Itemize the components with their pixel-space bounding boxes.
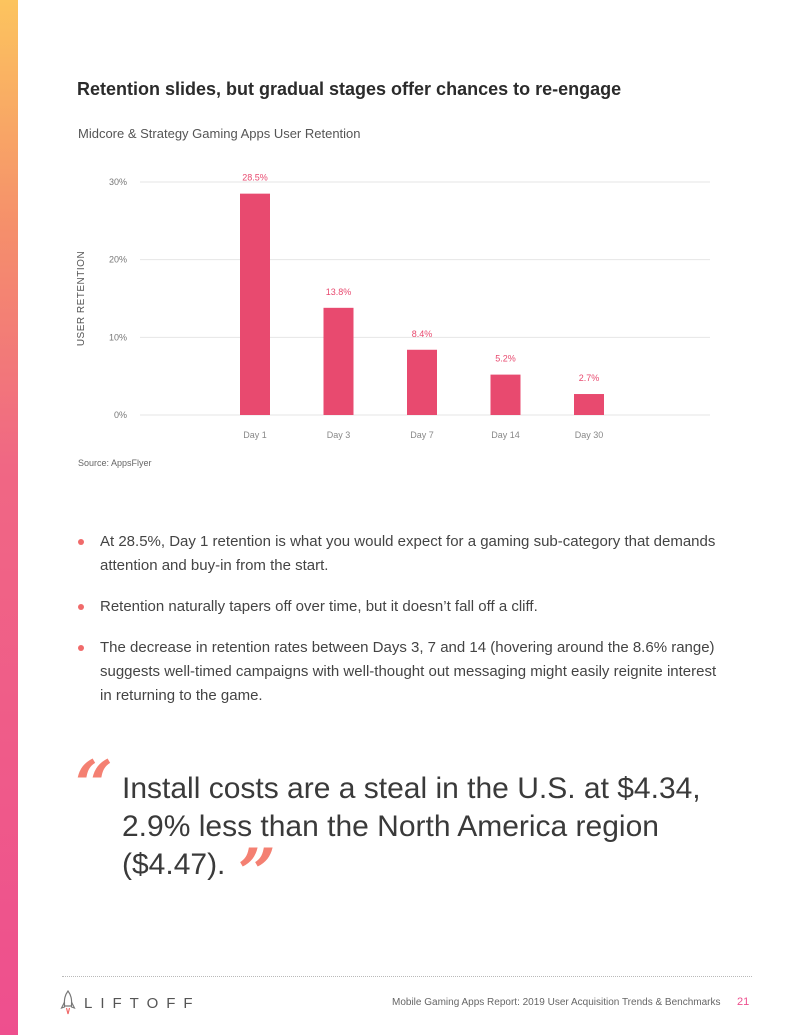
bullet-item: The decrease in retention rates between … xyxy=(78,636,718,708)
data-label: 8.4% xyxy=(412,329,433,339)
x-tick-label: Day 3 xyxy=(327,430,351,440)
x-tick-label: Day 1 xyxy=(243,430,267,440)
data-label: 13.8% xyxy=(326,287,352,297)
close-quote-mark: ” xyxy=(238,834,276,912)
chart-source: Source: AppsFlyer xyxy=(78,458,152,468)
page-title: Retention slides, but gradual stages off… xyxy=(77,79,622,99)
y-axis-title: USER RETENTION xyxy=(76,251,87,346)
data-label: 2.7% xyxy=(579,373,600,383)
bullet-item: Retention naturally tapers off over time… xyxy=(78,595,718,619)
chart-title: Midcore & Strategy Gaming Apps User Rete… xyxy=(78,126,361,141)
liftoff-logo: LIFTOFF xyxy=(84,995,201,1012)
gradient-side-bar xyxy=(0,0,18,1035)
data-label: 5.2% xyxy=(495,354,516,364)
bullet-item: At 28.5%, Day 1 retention is what you wo… xyxy=(78,530,718,578)
bar xyxy=(323,307,354,415)
x-tick-label: Day 30 xyxy=(575,430,604,440)
x-tick-label: Day 7 xyxy=(410,430,434,440)
bullet-dot-icon xyxy=(78,539,84,545)
rocket-icon xyxy=(60,990,76,1015)
bullet-dot-icon xyxy=(78,604,84,610)
bar xyxy=(240,193,270,415)
y-tick-label: 0% xyxy=(114,410,127,420)
y-tick-label: 20% xyxy=(109,255,127,265)
bullet-text: The decrease in retention rates between … xyxy=(100,639,717,704)
bullet-text: At 28.5%, Day 1 retention is what you wo… xyxy=(100,533,716,574)
x-tick-label: Day 14 xyxy=(491,430,520,440)
footer-report-title: Mobile Gaming Apps Report: 2019 User Acq… xyxy=(392,997,721,1008)
open-quote-mark: “ xyxy=(75,746,113,824)
y-tick-label: 30% xyxy=(109,177,127,187)
bullet-dot-icon xyxy=(78,645,84,651)
bullet-list: At 28.5%, Day 1 retention is what you wo… xyxy=(78,530,718,725)
retention-bar-chart: USER RETENTION 0% 10% 20% 30% 28.5% Day 1 13.8%… xyxy=(76,173,710,440)
bar xyxy=(490,374,521,415)
y-tick-label: 10% xyxy=(109,332,127,342)
pull-quote: Install costs are a steal in the U.S. at… xyxy=(122,772,701,881)
bar xyxy=(407,349,437,415)
bar xyxy=(574,394,604,415)
data-label: 28.5% xyxy=(242,173,268,183)
page-number: 21 xyxy=(737,996,750,1008)
bullet-text: Retention naturally tapers off over time… xyxy=(100,598,538,615)
footer-divider xyxy=(62,976,752,977)
